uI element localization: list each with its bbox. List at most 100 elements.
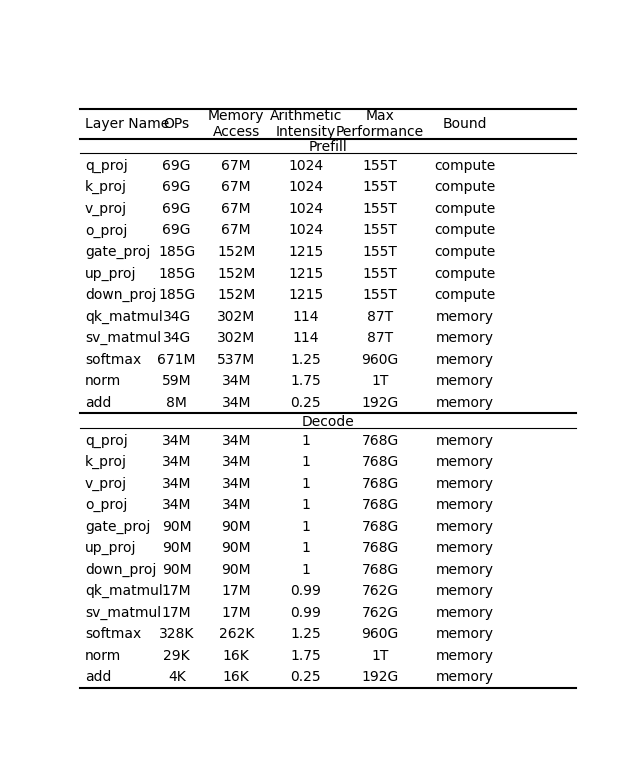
Text: 17M: 17M <box>162 584 191 598</box>
Text: 0.25: 0.25 <box>291 671 321 684</box>
Text: 768G: 768G <box>362 519 399 534</box>
Text: 34M: 34M <box>221 456 251 469</box>
Text: memory: memory <box>435 353 493 367</box>
Text: 768G: 768G <box>362 498 399 512</box>
Text: 0.99: 0.99 <box>291 584 321 598</box>
Text: o_proj: o_proj <box>85 223 127 238</box>
Text: 1215: 1215 <box>288 267 323 281</box>
Text: q_proj: q_proj <box>85 159 128 173</box>
Text: down_proj: down_proj <box>85 562 156 577</box>
Text: Layer Name: Layer Name <box>85 117 169 131</box>
Text: 671M: 671M <box>157 353 196 367</box>
Text: Decode: Decode <box>301 415 355 429</box>
Text: 768G: 768G <box>362 456 399 469</box>
Text: v_proj: v_proj <box>85 202 127 216</box>
Text: 1: 1 <box>301 477 310 491</box>
Text: 34M: 34M <box>162 498 191 512</box>
Text: 1T: 1T <box>371 374 388 388</box>
Text: 34M: 34M <box>221 477 251 491</box>
Text: memory: memory <box>435 606 493 620</box>
Text: 90M: 90M <box>221 563 251 576</box>
Text: memory: memory <box>435 671 493 684</box>
Text: 192G: 192G <box>362 671 399 684</box>
Text: memory: memory <box>435 395 493 410</box>
Text: 114: 114 <box>292 332 319 345</box>
Text: add: add <box>85 395 111 410</box>
Text: 1: 1 <box>301 519 310 534</box>
Text: 34M: 34M <box>221 395 251 410</box>
Text: Memory
Access: Memory Access <box>208 108 264 139</box>
Text: compute: compute <box>434 267 495 281</box>
Text: 262K: 262K <box>218 627 254 641</box>
Text: memory: memory <box>435 649 493 663</box>
Text: qk_matmul: qk_matmul <box>85 584 163 598</box>
Text: 67M: 67M <box>221 180 251 194</box>
Text: memory: memory <box>435 434 493 448</box>
Text: 1.25: 1.25 <box>291 353 321 367</box>
Text: 155T: 155T <box>363 245 397 259</box>
Text: q_proj: q_proj <box>85 434 128 448</box>
Text: 17M: 17M <box>221 606 251 620</box>
Text: 1: 1 <box>301 541 310 555</box>
Text: 185G: 185G <box>158 267 195 281</box>
Text: v_proj: v_proj <box>85 477 127 491</box>
Text: o_proj: o_proj <box>85 498 127 512</box>
Text: 1.25: 1.25 <box>291 627 321 641</box>
Text: 17M: 17M <box>162 606 191 620</box>
Text: 90M: 90M <box>162 563 191 576</box>
Text: 69G: 69G <box>163 202 191 216</box>
Text: gate_proj: gate_proj <box>85 519 150 534</box>
Text: down_proj: down_proj <box>85 288 156 302</box>
Text: 90M: 90M <box>162 519 191 534</box>
Text: memory: memory <box>435 498 493 512</box>
Text: 34M: 34M <box>221 374 251 388</box>
Text: 0.25: 0.25 <box>291 395 321 410</box>
Text: 762G: 762G <box>362 606 399 620</box>
Text: 768G: 768G <box>362 434 399 448</box>
Text: norm: norm <box>85 649 121 663</box>
Text: compute: compute <box>434 245 495 259</box>
Text: qk_matmul: qk_matmul <box>85 310 163 324</box>
Text: 69G: 69G <box>163 159 191 173</box>
Text: 90M: 90M <box>162 541 191 555</box>
Text: memory: memory <box>435 584 493 598</box>
Text: 0.99: 0.99 <box>291 606 321 620</box>
Text: 90M: 90M <box>221 541 251 555</box>
Text: 1: 1 <box>301 563 310 576</box>
Text: 302M: 302M <box>217 310 255 324</box>
Text: 90M: 90M <box>221 519 251 534</box>
Text: 1.75: 1.75 <box>291 374 321 388</box>
Text: OPs: OPs <box>164 117 190 131</box>
Text: 34G: 34G <box>163 332 191 345</box>
Text: 67M: 67M <box>221 202 251 216</box>
Text: memory: memory <box>435 332 493 345</box>
Text: 960G: 960G <box>362 353 399 367</box>
Text: 155T: 155T <box>363 159 397 173</box>
Text: 155T: 155T <box>363 288 397 302</box>
Text: 155T: 155T <box>363 267 397 281</box>
Text: 155T: 155T <box>363 180 397 194</box>
Text: memory: memory <box>435 456 493 469</box>
Text: 1024: 1024 <box>288 224 323 237</box>
Text: sv_matmul: sv_matmul <box>85 606 161 620</box>
Text: 1: 1 <box>301 456 310 469</box>
Text: 67M: 67M <box>221 224 251 237</box>
Text: 29K: 29K <box>163 649 190 663</box>
Text: 34M: 34M <box>221 434 251 448</box>
Text: 1.75: 1.75 <box>291 649 321 663</box>
Text: compute: compute <box>434 159 495 173</box>
Text: 114: 114 <box>292 310 319 324</box>
Text: Prefill: Prefill <box>308 140 348 154</box>
Text: compute: compute <box>434 180 495 194</box>
Text: memory: memory <box>435 627 493 641</box>
Text: 67M: 67M <box>221 159 251 173</box>
Text: 537M: 537M <box>217 353 255 367</box>
Text: 87T: 87T <box>367 332 393 345</box>
Text: compute: compute <box>434 288 495 302</box>
Text: 762G: 762G <box>362 584 399 598</box>
Text: softmax: softmax <box>85 627 141 641</box>
Text: 8M: 8M <box>166 395 187 410</box>
Text: memory: memory <box>435 519 493 534</box>
Text: k_proj: k_proj <box>85 180 127 194</box>
Text: up_proj: up_proj <box>85 267 136 281</box>
